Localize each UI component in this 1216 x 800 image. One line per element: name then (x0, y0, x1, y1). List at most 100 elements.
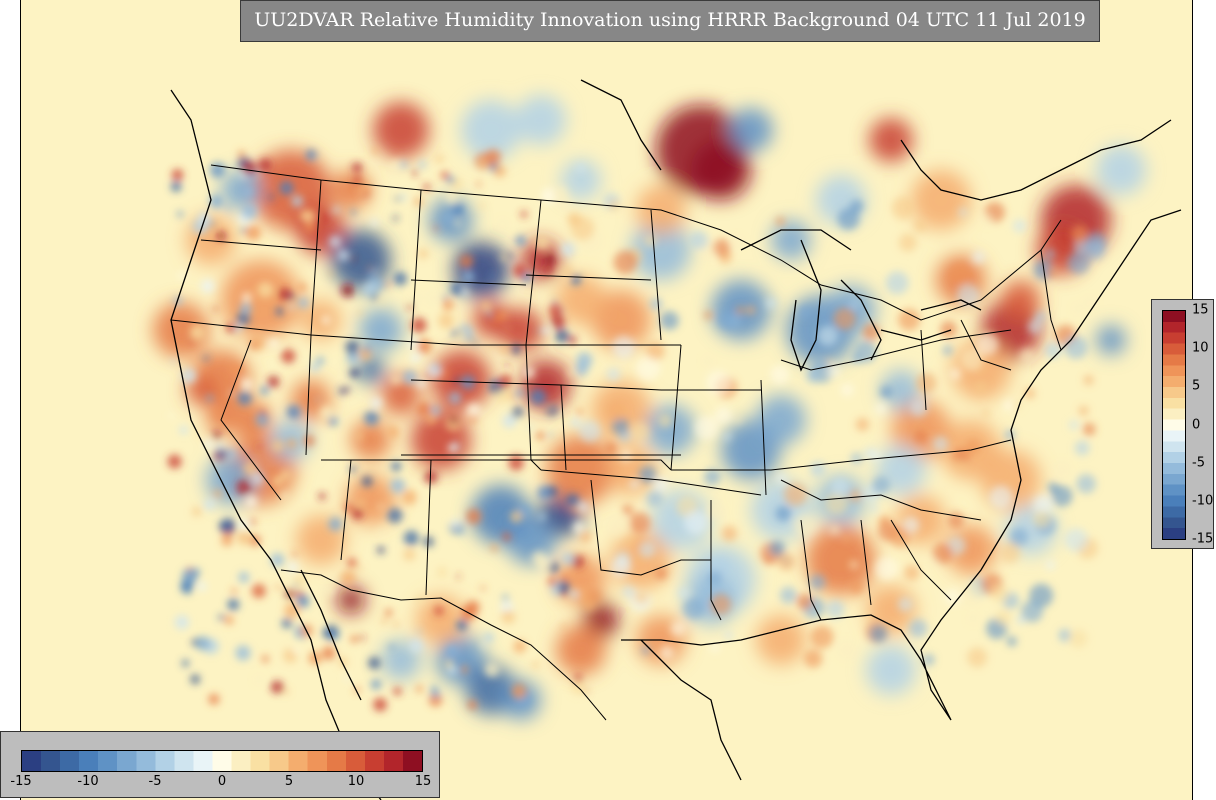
innovation-speckle (457, 329, 467, 339)
innovation-speckle (221, 534, 233, 547)
innovation-speckle (417, 629, 422, 634)
innovation-speckle (536, 431, 545, 440)
innovation-speckle (241, 203, 257, 220)
innovation-speckle (423, 536, 434, 547)
innovation-speckle (204, 439, 213, 449)
innovation-speckle (948, 262, 972, 287)
innovation-speckle (1064, 528, 1088, 552)
innovation-speckle (386, 425, 400, 439)
innovation-speckle (547, 561, 560, 574)
innovation-patch (351, 420, 391, 460)
innovation-speckle (511, 406, 523, 418)
innovation-speckle (408, 339, 418, 349)
innovation-speckle (459, 254, 474, 269)
innovation-speckle (190, 674, 201, 685)
innovation-speckle (328, 235, 342, 248)
coastline (300, 569, 362, 701)
humidity-innovation-map[interactable] (21, 0, 1192, 800)
innovation-speckle (855, 417, 870, 432)
innovation-speckle (629, 512, 651, 534)
innovation-speckle (837, 640, 857, 660)
coastline (621, 209, 1182, 721)
innovation-speckle (460, 530, 466, 536)
innovation-patch (331, 230, 391, 290)
innovation-speckle (508, 454, 524, 471)
innovation-speckle (393, 271, 408, 286)
innovation-speckle (171, 169, 184, 181)
innovation-speckle (456, 619, 468, 631)
innovation-patch (1096, 145, 1146, 195)
innovation-speckle (241, 292, 252, 303)
innovation-speckle (225, 322, 237, 334)
innovation-speckle (188, 339, 195, 346)
map-panel[interactable] (20, 0, 1193, 800)
innovation-speckle (1009, 527, 1028, 547)
innovation-speckle (389, 644, 395, 650)
innovation-speckle (280, 491, 289, 500)
colorbar-horizontal-tick: 15 (414, 774, 432, 789)
innovation-speckle (613, 250, 638, 275)
innovation-speckle (677, 586, 690, 600)
innovation-speckle (854, 340, 877, 363)
innovation-patch (506, 515, 556, 565)
innovation-speckle (891, 196, 915, 220)
innovation-speckle (1012, 400, 1022, 410)
border-line (280, 569, 607, 721)
innovation-speckle (703, 468, 721, 486)
innovation-speckle (322, 584, 334, 596)
innovation-speckle (501, 609, 516, 624)
innovation-speckle (502, 414, 517, 428)
innovation-speckle (914, 429, 928, 444)
innovation-speckle (645, 341, 665, 361)
innovation-speckle (502, 594, 509, 601)
innovation-speckle (275, 307, 284, 316)
border-line (525, 199, 542, 471)
innovation-speckle (658, 413, 673, 428)
innovation-speckle (468, 337, 473, 342)
innovation-speckle (408, 638, 424, 654)
innovation-speckle (880, 385, 893, 399)
innovation-speckle (513, 640, 527, 653)
innovation-speckle (653, 476, 669, 493)
innovation-speckle (251, 473, 264, 485)
innovation-speckle (328, 517, 343, 532)
innovation-speckle (284, 689, 289, 694)
innovation-speckle (170, 181, 182, 193)
innovation-speckle (513, 264, 527, 278)
innovation-speckle (547, 406, 552, 411)
innovation-speckle (374, 268, 379, 274)
innovation-speckle (255, 413, 269, 427)
innovation-speckle (610, 556, 632, 578)
border-line (410, 279, 527, 286)
innovation-speckle (364, 410, 379, 426)
innovation-speckle (660, 311, 679, 330)
innovation-speckle (485, 310, 490, 315)
innovation-speckle (566, 494, 580, 508)
innovation-speckle (433, 225, 439, 231)
innovation-patch (431, 350, 491, 410)
innovation-speckle (709, 642, 720, 653)
innovation-speckle (225, 205, 231, 210)
innovation-speckle (197, 581, 207, 592)
innovation-speckle (346, 557, 357, 568)
innovation-speckle (193, 568, 201, 576)
innovation-speckle (723, 432, 732, 441)
innovation-speckle (578, 530, 592, 544)
innovation-speckle (574, 586, 589, 601)
innovation-speckle (541, 326, 551, 335)
innovation-speckle (298, 283, 307, 292)
innovation-speckle (707, 570, 723, 585)
innovation-speckle (206, 394, 214, 402)
innovation-speckle (735, 306, 745, 315)
innovation-speckle (466, 403, 481, 418)
innovation-speckle (560, 574, 569, 583)
colorbar-horizontal-tick: -15 (10, 774, 32, 789)
colorbar-vertical-gradient (1162, 310, 1186, 540)
state-and-country-borders (170, 164, 1062, 721)
innovation-speckle (304, 221, 316, 233)
innovation-speckle (568, 335, 577, 345)
innovation-speckle (368, 656, 381, 670)
border-line (410, 189, 422, 351)
innovation-speckle (218, 614, 225, 621)
innovation-speckle (371, 147, 379, 155)
